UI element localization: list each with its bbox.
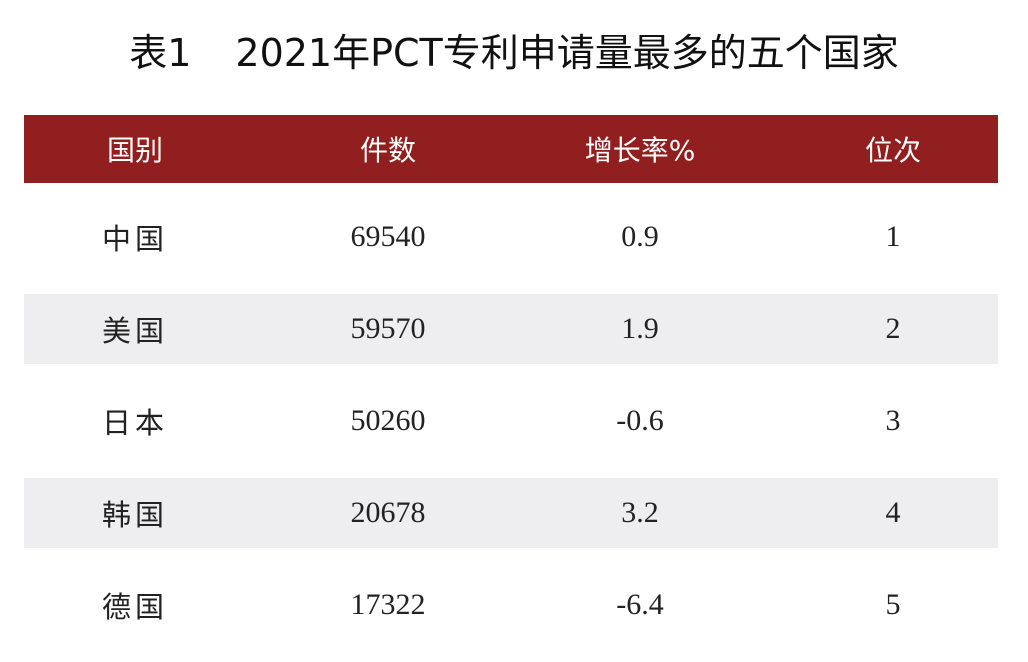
table-cell: 69540 bbox=[350, 220, 426, 253]
table-cell: 中国 bbox=[101, 222, 168, 256]
table-cell: 德国 bbox=[101, 590, 168, 624]
table-cell: 4 bbox=[885, 496, 901, 529]
table-cell: -0.6 bbox=[616, 404, 664, 437]
table-cell: 日本 bbox=[101, 406, 168, 440]
table-cell: 17322 bbox=[350, 588, 426, 621]
header-cell: 位次 bbox=[864, 134, 921, 167]
header-cell: 增长率% bbox=[584, 134, 696, 167]
header-cell: 国别 bbox=[106, 134, 163, 167]
table-cell: 2 bbox=[885, 312, 901, 345]
table-cell: 20678 bbox=[350, 496, 426, 529]
table-row: 美国 59570 1.9 2 bbox=[24, 294, 998, 364]
table-row: 德国 17322 -6.4 5 bbox=[24, 559, 998, 651]
table-cell: 1.9 bbox=[621, 312, 659, 345]
table: 国别 件数 增长率% 位次 中国 69540 0.9 1 美国 59570 1.9 2 日本 50… bbox=[24, 115, 998, 651]
title: 表1 2021年PCT专利申请量最多的五个国家 bbox=[0, 22, 1028, 77]
table-cell: 0.9 bbox=[621, 220, 659, 253]
table-row: 中国 69540 0.9 1 bbox=[24, 191, 998, 283]
header-row: 国别 件数 增长率% 位次 bbox=[24, 115, 998, 183]
table-cell: 5 bbox=[885, 588, 901, 621]
header-cell: 件数 bbox=[359, 134, 416, 167]
table-cell: -6.4 bbox=[616, 588, 664, 621]
table-title: 2021年PCT专利申请量最多的五个国家 bbox=[235, 31, 899, 75]
table-cell: 50260 bbox=[350, 404, 426, 437]
table-cell: 1 bbox=[885, 220, 901, 253]
table-cell: 3 bbox=[885, 404, 901, 437]
table-cell: 59570 bbox=[350, 312, 426, 345]
table-row: 日本 50260 -0.6 3 bbox=[24, 375, 998, 467]
table-cell: 3.2 bbox=[621, 496, 659, 529]
table-cell: 韩国 bbox=[101, 498, 168, 532]
table-cell: 美国 bbox=[101, 314, 168, 348]
table-row: 韩国 20678 3.2 4 bbox=[24, 478, 998, 548]
table-label: 表1 bbox=[129, 31, 192, 75]
